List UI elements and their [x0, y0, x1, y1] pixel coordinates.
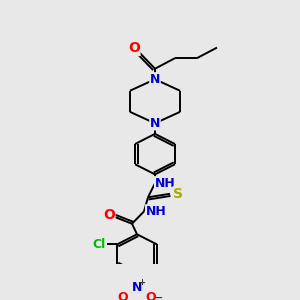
Text: NH: NH: [154, 177, 176, 190]
Text: N: N: [150, 117, 160, 130]
Text: O: O: [146, 291, 156, 300]
Text: +: +: [139, 278, 145, 287]
Text: N: N: [132, 280, 142, 294]
Text: N: N: [150, 73, 160, 86]
Text: Cl: Cl: [92, 238, 106, 251]
Text: −: −: [155, 293, 163, 300]
Text: NH: NH: [146, 205, 167, 218]
Text: S: S: [173, 187, 183, 201]
Text: O: O: [128, 41, 140, 56]
Text: O: O: [118, 291, 128, 300]
Text: O: O: [103, 208, 115, 222]
